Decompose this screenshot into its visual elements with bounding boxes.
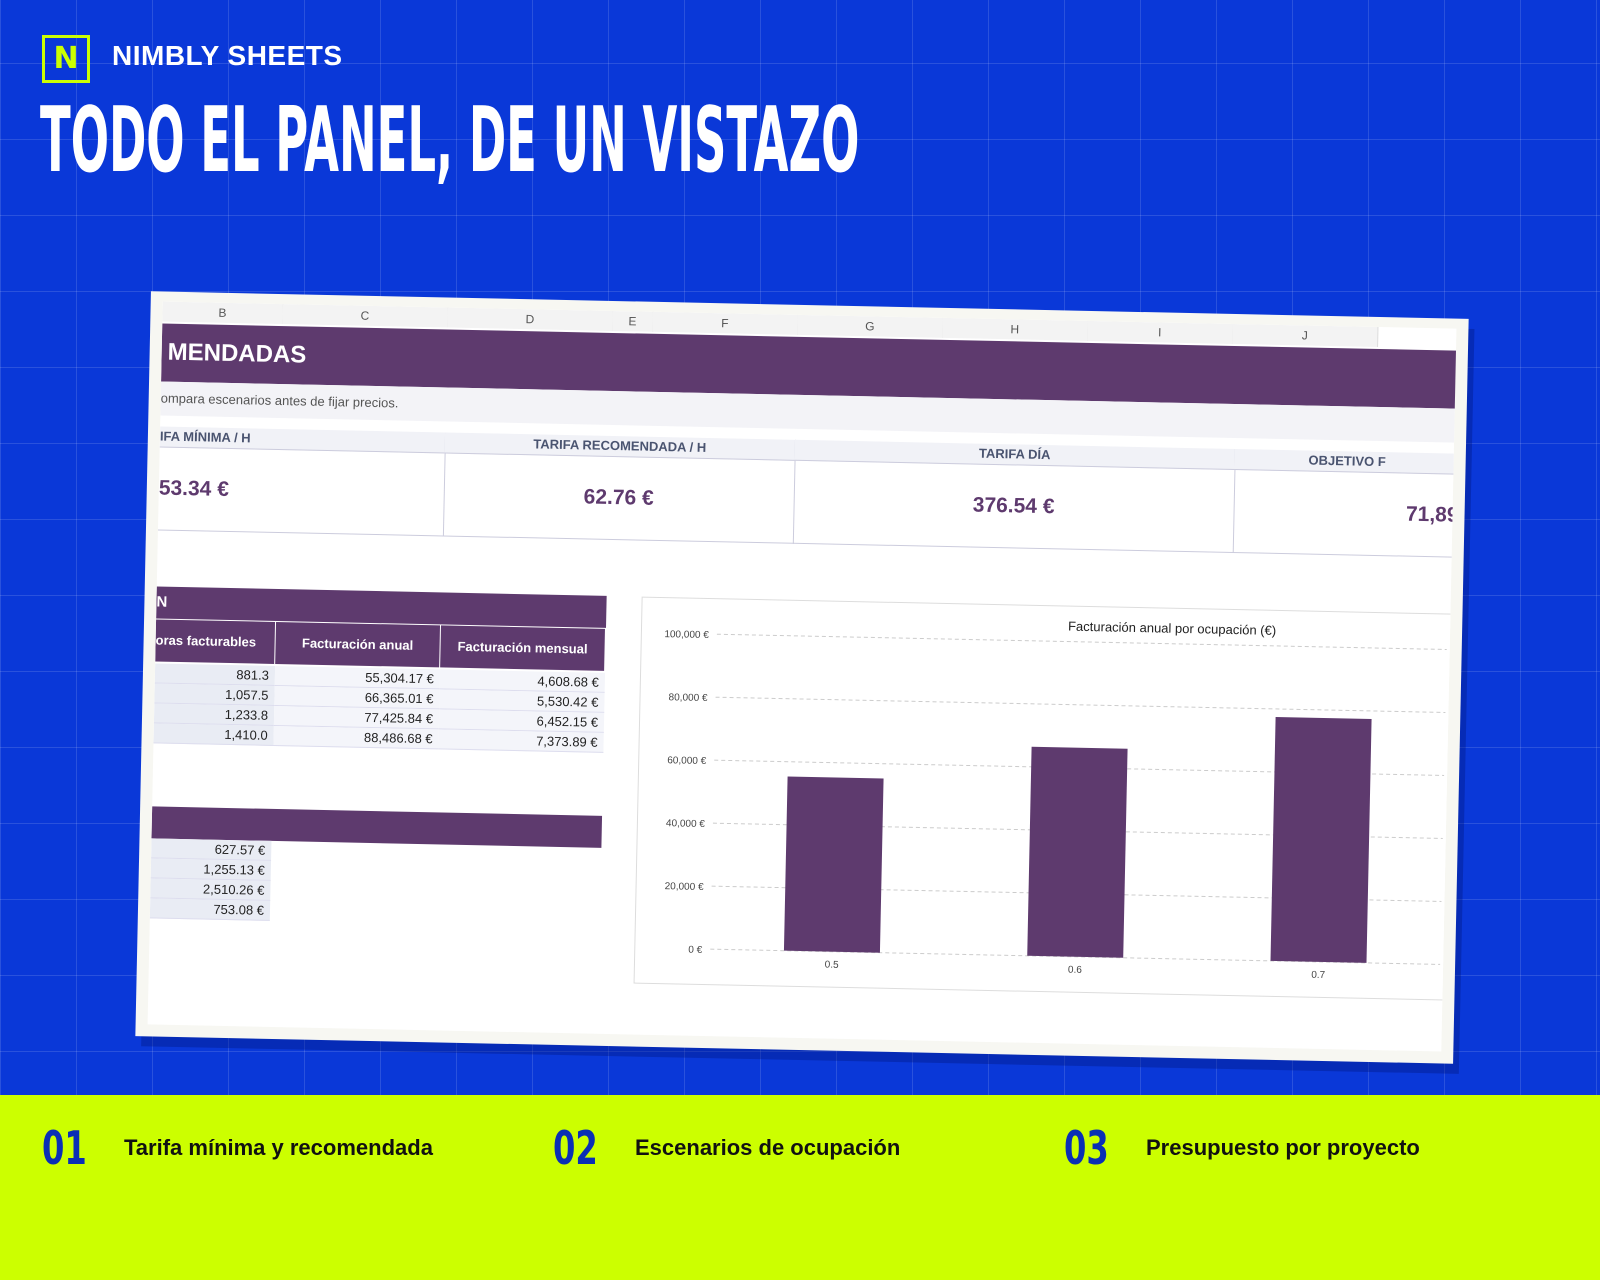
kpi-value: 71,89 [1232, 470, 1457, 558]
table-cell: 88,486.68 € [273, 725, 439, 750]
bar [783, 776, 884, 953]
table-cell: 881.3 [154, 663, 276, 686]
grid-line [715, 696, 1446, 713]
kpi-value: 53.34 € [157, 447, 446, 537]
budget-cell: 753.08 € [149, 898, 271, 921]
column-header: B [162, 301, 284, 325]
headline: TODO EL PANEL, DE UN VISTAZO [40, 88, 860, 193]
brand-name: NIMBLY SHEETS [112, 40, 343, 71]
chart: Facturación anual por ocupación (€) 0 € 20… [633, 596, 1454, 1001]
x-tick-label: 0.5 [825, 960, 840, 971]
y-tick-label: 80,000 € [668, 692, 708, 704]
table-header: Facturación mensual [440, 625, 605, 671]
table-cell: 7,373.89 € [438, 729, 604, 753]
bar [1027, 746, 1128, 958]
chart-title: Facturación anual por ocupación (€) [1068, 619, 1276, 638]
y-tick-label: 100,000 € [664, 629, 709, 641]
feature-label: Tarifa mínima y recomendada [124, 1135, 433, 1160]
x-tick-label: 0.6 [1068, 965, 1083, 976]
column-header: I [1087, 320, 1234, 344]
y-tick-label: 20,000 € [665, 881, 705, 893]
x-tick-label: 0.7 [1311, 970, 1326, 981]
y-tick-label: 0 € [688, 945, 703, 956]
feature-label: Escenarios de ocupación [635, 1135, 901, 1160]
column-header: D [447, 307, 614, 331]
feature-number: 01 [42, 1121, 87, 1175]
budget-cell: 627.57 € [151, 838, 272, 861]
column-header: F [652, 311, 799, 335]
table-header: Facturación anual [275, 621, 441, 668]
feature-band: 01 Tarifa mínima y recomendada 02 Escenario… [0, 1095, 1600, 1280]
bar [1270, 717, 1372, 963]
table-cell: 1,057.5 [154, 683, 275, 706]
budget-cell: 2,510.26 € [150, 878, 271, 901]
kpi-value: 376.54 € [792, 460, 1236, 554]
budget-cell: 1,255.13 € [150, 858, 272, 881]
feature-number: 03 [1064, 1121, 1109, 1175]
feature-number: 02 [553, 1121, 598, 1175]
spreadsheet-screenshot: B C D E F G H I J MENDADAS ompara escenarios antes… [135, 291, 1469, 1064]
column-header: C [282, 304, 449, 328]
logo: N [42, 35, 90, 83]
column-header: H [942, 317, 1089, 341]
y-tick-label: 60,000 € [667, 755, 707, 767]
table-cell: 1,233.8 [153, 703, 275, 726]
sheet-body: B C D E F G H I J MENDADAS ompara escenarios antes… [147, 301, 1457, 1052]
column-header: J [1232, 323, 1379, 347]
grid-line [716, 633, 1447, 650]
y-tick-label: 40,000 € [666, 818, 706, 830]
table-header: oras facturables [155, 619, 276, 664]
kpi-value: 62.76 € [442, 453, 796, 544]
table-cell: 1,410.0 [153, 723, 274, 746]
feature-label: Presupuesto por proyecto [1146, 1135, 1420, 1160]
column-header: G [797, 314, 944, 338]
column-header: E [612, 310, 654, 332]
